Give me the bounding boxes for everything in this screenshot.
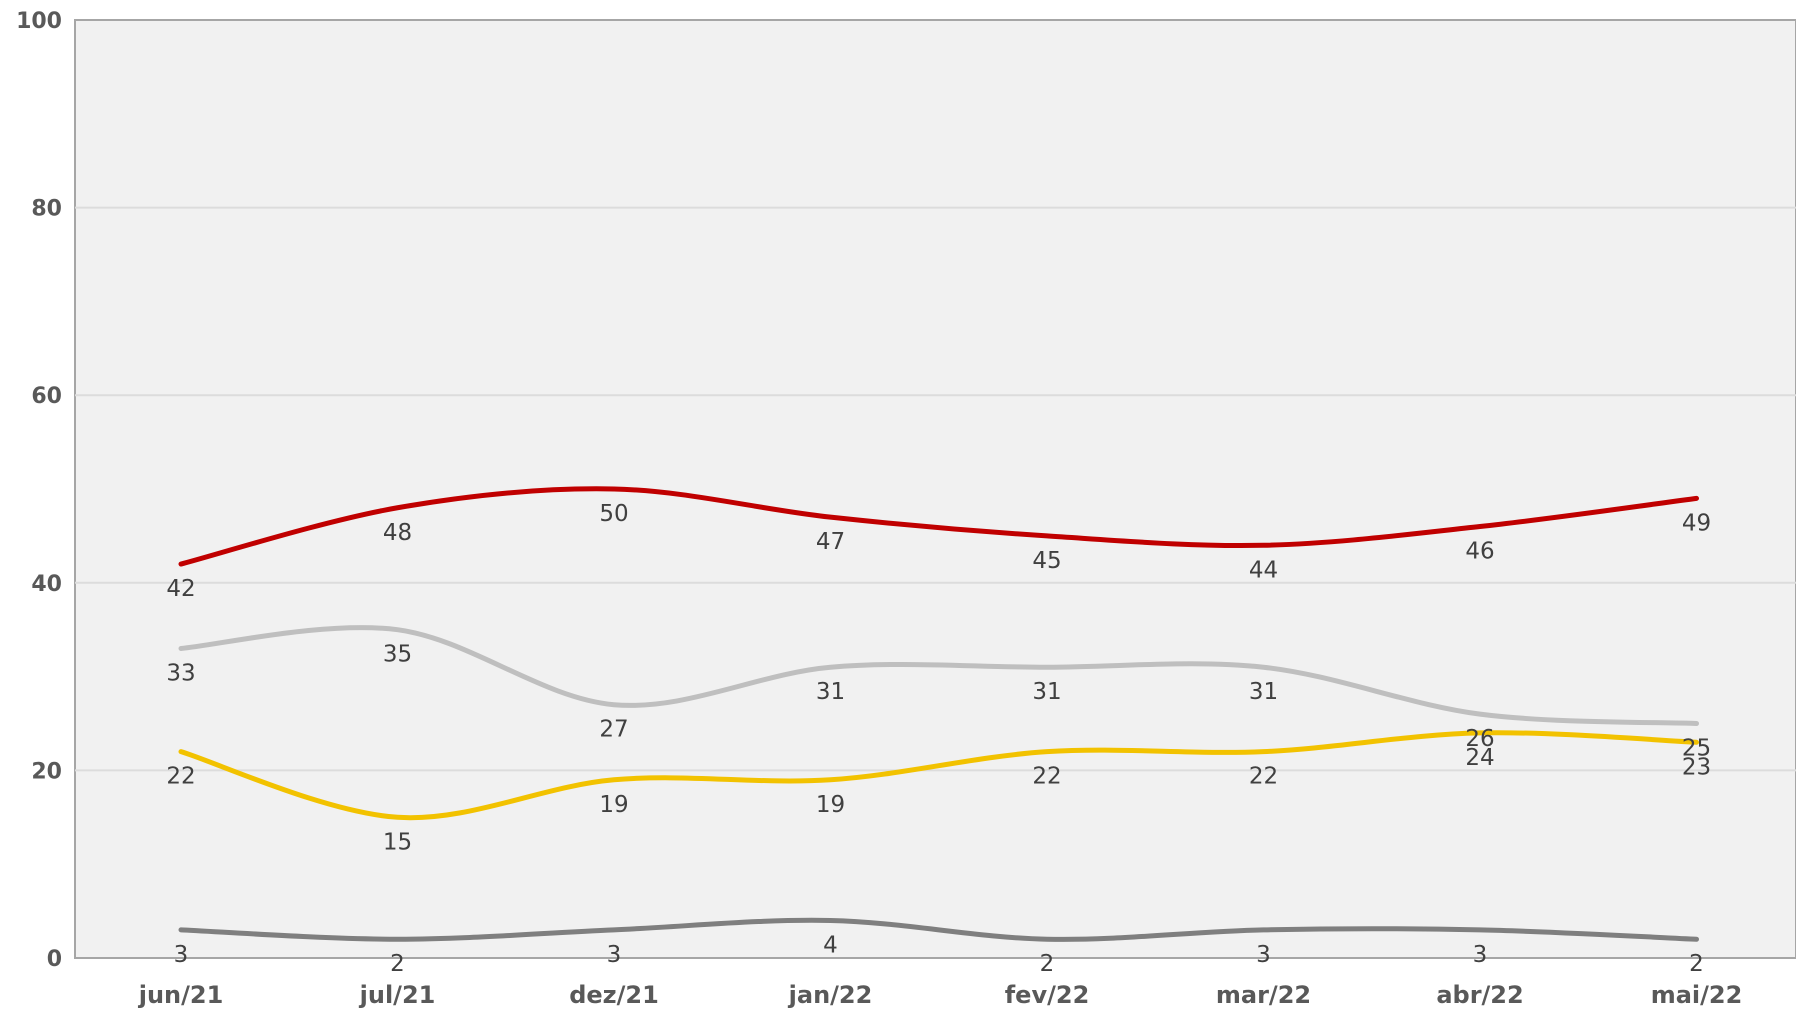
data-label: 22 [166, 764, 195, 790]
data-label: 46 [1465, 539, 1494, 565]
data-label: 42 [166, 576, 195, 602]
data-label: 2 [390, 951, 405, 977]
data-label: 45 [1032, 548, 1061, 574]
data-label: 44 [1249, 557, 1278, 583]
x-tick-label: jul/21 [359, 981, 436, 1009]
data-label: 47 [816, 529, 845, 555]
data-label: 3 [607, 942, 622, 968]
data-label: 49 [1682, 510, 1711, 536]
y-axis: 0 20 40 60 80 100 [16, 9, 62, 972]
data-label: 23 [1682, 754, 1711, 780]
series-line [178, 486, 1699, 567]
data-label: 27 [599, 717, 628, 743]
y-tick-label: 0 [47, 947, 62, 972]
data-label: 22 [1249, 764, 1278, 790]
y-tick-label: 20 [31, 759, 62, 784]
x-axis: jun/21 jul/21 dez/21 jan/22 fev/22 mar/22 abr/… [138, 981, 1743, 1009]
y-tick-label: 100 [16, 9, 62, 34]
data-label: 48 [383, 520, 412, 546]
data-label: 31 [816, 679, 845, 705]
data-label: 50 [599, 501, 628, 527]
data-label: 4 [823, 932, 838, 958]
data-label: 31 [1249, 679, 1278, 705]
data-label: 2 [1689, 951, 1704, 977]
gridlines [75, 206, 1796, 772]
x-tick-label: fev/22 [1005, 981, 1090, 1009]
series-line [178, 625, 1699, 726]
series-lines [178, 486, 1699, 942]
x-tick-label: jan/22 [788, 981, 873, 1009]
x-tick-label: mar/22 [1216, 981, 1311, 1009]
data-label: 25 [1682, 736, 1711, 762]
x-tick-label: dez/21 [569, 981, 659, 1009]
x-tick-label: abr/22 [1436, 981, 1523, 1009]
data-label: 15 [383, 829, 412, 855]
data-label: 19 [816, 792, 845, 818]
series-line [178, 730, 1699, 821]
data-label: 19 [599, 792, 628, 818]
y-tick-label: 60 [31, 384, 62, 409]
x-tick-label: jun/21 [138, 981, 224, 1009]
data-label: 3 [1473, 942, 1488, 968]
data-label: 3 [174, 942, 189, 968]
data-label: 22 [1032, 764, 1061, 790]
series-line [178, 917, 1699, 942]
data-label: 33 [166, 660, 195, 686]
data-label: 26 [1465, 726, 1494, 752]
y-tick-label: 80 [31, 197, 62, 222]
data-label: 31 [1032, 679, 1061, 705]
data-label: 3 [1256, 942, 1271, 968]
data-label: 35 [383, 642, 412, 668]
x-tick-label: mai/22 [1651, 981, 1743, 1009]
data-label: 2 [1040, 951, 1055, 977]
y-tick-label: 40 [31, 572, 62, 597]
plot-area [74, 19, 1796, 959]
data-label: 24 [1465, 745, 1494, 771]
